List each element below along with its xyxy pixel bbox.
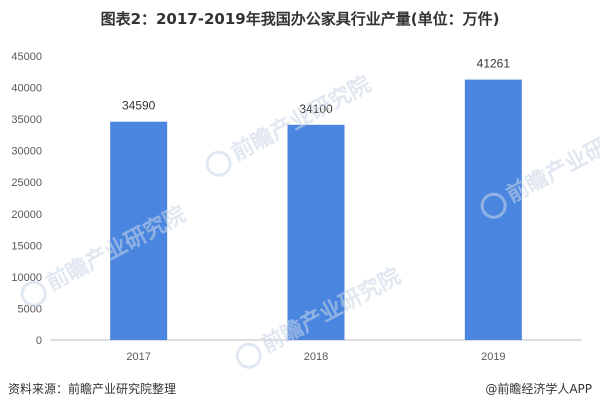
data-label-2019: 41261	[477, 57, 511, 71]
y-tick-label: 15000	[11, 240, 42, 252]
data-label-2017: 34590	[122, 99, 156, 113]
x-tick-label: 2017	[126, 351, 150, 363]
y-tick-label: 0	[36, 335, 42, 347]
bars	[110, 79, 522, 341]
bar-2018	[287, 124, 345, 341]
y-tick-label: 25000	[11, 177, 42, 189]
x-axis: 2017 2018 2019	[50, 339, 582, 363]
bar-2019	[464, 79, 522, 341]
y-tick-label: 5000	[18, 303, 42, 315]
y-tick-label: 35000	[11, 114, 42, 126]
x-tick-label: 2018	[304, 351, 328, 363]
bar-2017	[110, 121, 168, 340]
y-tick-label: 45000	[11, 51, 42, 63]
data-labels: 34590 34100 41261	[122, 57, 510, 116]
brand-credit: @前瞻经济学人APP	[485, 382, 592, 396]
chart-title: 图表2：2017-2019年我国办公家具行业产量(单位：万件)	[100, 10, 500, 28]
y-tick-label: 40000	[11, 83, 42, 95]
source-note: 资料来源：前瞻产业研究院整理	[8, 382, 177, 396]
x-tick-label: 2019	[481, 351, 505, 363]
y-tick-label: 20000	[11, 209, 42, 221]
y-tick-label: 30000	[11, 146, 42, 158]
y-tick-label: 10000	[11, 272, 42, 284]
y-axis: 0 5000 10000 15000 20000 25000 30000 35000 40000…	[11, 51, 42, 347]
data-label-2018: 34100	[299, 102, 333, 116]
